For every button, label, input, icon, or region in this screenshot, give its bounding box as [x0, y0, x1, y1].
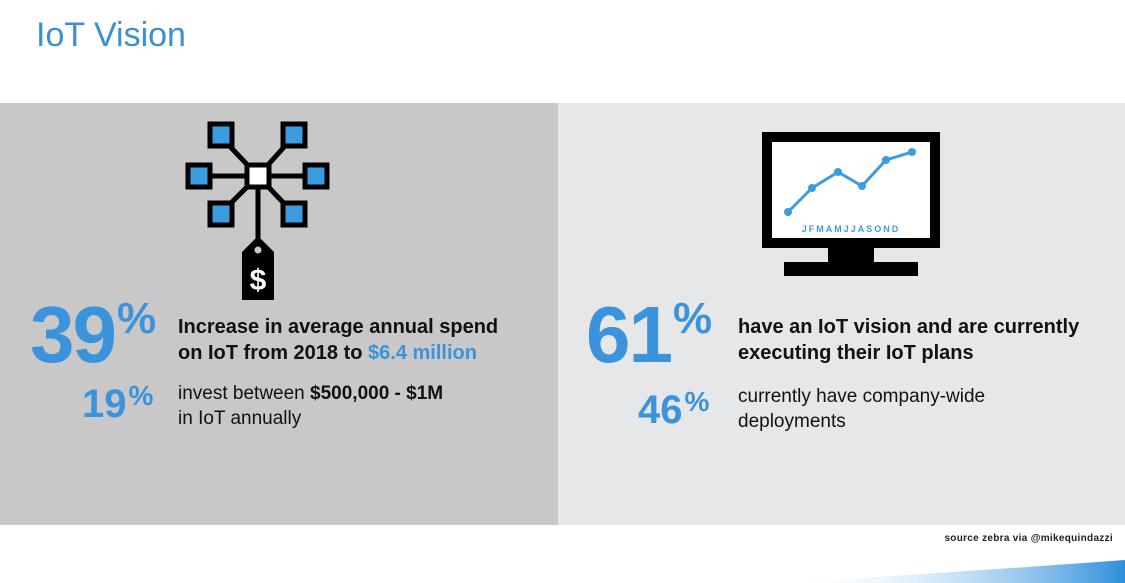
right-main-line2: executing their IoT plans — [738, 342, 974, 364]
left-sub-text: invest between $500,000 - $1M in IoT ann… — [178, 381, 548, 431]
monitor-line-chart-icon: JFMAMJJASOND — [758, 128, 944, 278]
right-main-stat: 61% — [586, 295, 712, 375]
left-sub-value: 19 — [82, 382, 127, 426]
month-labels: JFMAMJJASOND — [802, 224, 901, 234]
network-price-tag-icon: $ — [180, 118, 336, 302]
left-main-text: Increase in average annual spend on IoT … — [178, 314, 548, 366]
left-main-line2: on IoT from 2018 to $6.4 million — [178, 342, 477, 364]
left-main-value: 39 — [30, 290, 117, 379]
right-sub-line2: deployments — [738, 411, 846, 432]
left-sub-line1: invest between $500,000 - $1M — [178, 383, 444, 404]
left-sub-stat: 19% — [82, 382, 153, 426]
right-main-value: 61 — [586, 290, 673, 379]
source-credit: source zebra via @mikequindazzi — [944, 533, 1113, 544]
tag-symbol: $ — [250, 264, 267, 297]
right-sub-stat: 46% — [638, 388, 709, 432]
left-main-line1: Increase in average annual spend — [178, 316, 499, 338]
right-sub-pct: % — [684, 386, 710, 417]
left-sub-line2: in IoT annually — [178, 408, 302, 429]
left-sub-pct: % — [128, 380, 154, 411]
right-main-text: have an IoT vision and are currently exe… — [738, 314, 1118, 366]
left-panel — [0, 103, 558, 525]
right-sub-line1: currently have company-wide — [738, 386, 986, 407]
spend-highlight: $6.4 million — [368, 342, 477, 364]
right-main-line1: have an IoT vision and are currently — [738, 316, 1080, 338]
right-sub-value: 46 — [638, 388, 683, 432]
left-main-pct: % — [116, 294, 157, 343]
invest-range: $500,000 - $1M — [310, 383, 444, 404]
left-main-stat: 39% — [30, 295, 156, 375]
page-title: IoT Vision — [36, 16, 186, 54]
right-main-pct: % — [672, 294, 713, 343]
right-sub-text: currently have company-wide deployments — [738, 384, 1118, 434]
